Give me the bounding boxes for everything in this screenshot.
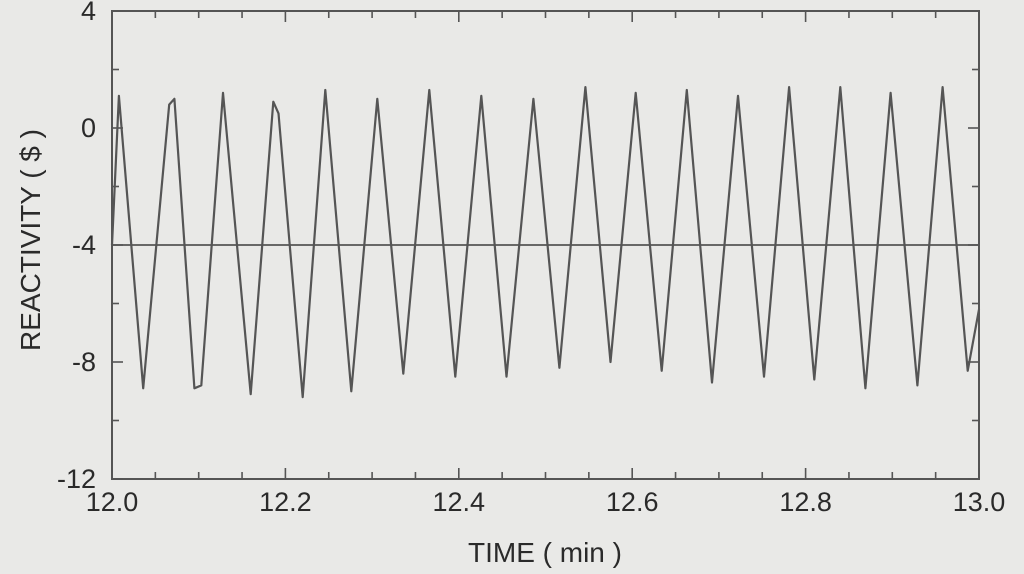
x-tick-label: 12.0 [86,487,139,517]
series-layer [110,85,981,399]
x-tick-label: 12.8 [779,487,832,517]
x-tick-label: 13.0 [953,487,1006,517]
x-tick-label: 12.2 [259,487,312,517]
y-tick-labels: -12 -8 -4 0 4 [57,0,96,494]
y-tick-label: 4 [81,0,96,26]
x-axis-title: TIME ( min ) [468,537,622,568]
y-tick-label: -12 [57,464,96,494]
x-tick-labels: 12.0 12.2 12.4 12.6 12.8 13.0 [86,487,1006,517]
y-axis-title: REACTIVITY ( $ ) [15,129,46,351]
tick-mark-layer [111,10,980,480]
x-tick-label: 12.6 [606,487,659,517]
y-tick-label: -8 [72,347,96,377]
x-tick-label: 12.4 [433,487,486,517]
series-line-0 [110,85,981,399]
y-tick-label: -4 [72,230,96,260]
y-tick-label: 0 [81,113,96,143]
